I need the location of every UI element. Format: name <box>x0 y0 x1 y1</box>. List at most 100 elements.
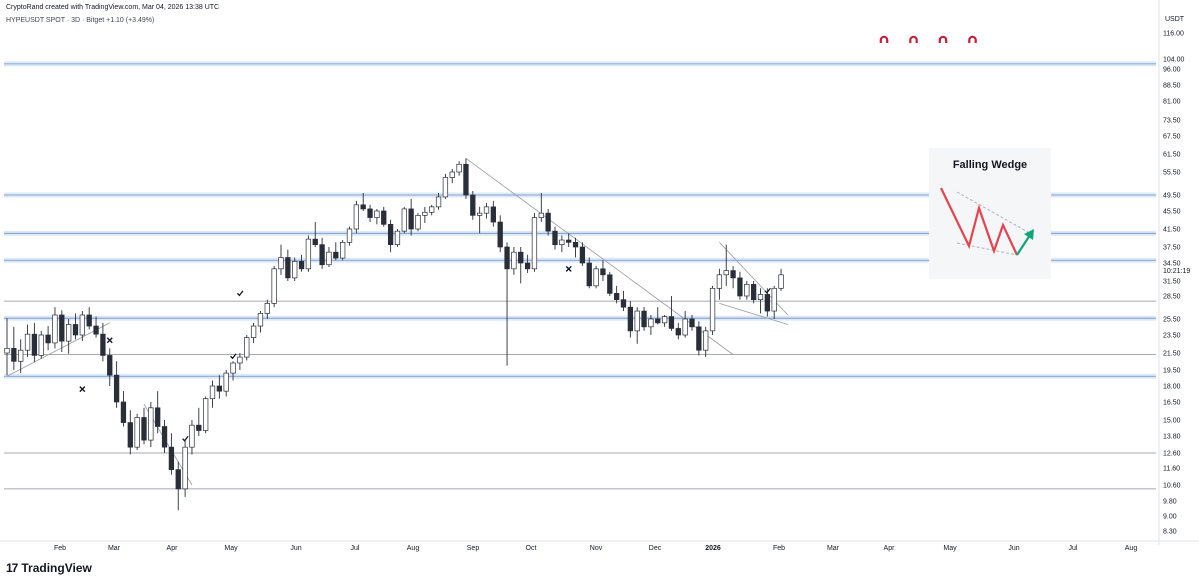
candle-body <box>709 287 716 332</box>
candle-body <box>586 262 592 287</box>
candle-body <box>38 334 44 356</box>
candle-body <box>326 251 332 266</box>
candle-body <box>524 262 531 270</box>
y-tick-label: 16.50 <box>1163 400 1181 407</box>
breakout-arrow-icon <box>1024 229 1034 240</box>
candle-body <box>401 208 407 232</box>
candle-body <box>161 426 168 448</box>
candle-body <box>100 333 106 356</box>
magnet-icon <box>938 35 948 43</box>
candle-body <box>744 284 750 297</box>
y-tick-label: 67.50 <box>1163 134 1181 141</box>
candle-body <box>682 318 688 336</box>
candle-body <box>497 221 503 248</box>
x-tick-label: Aug <box>407 545 420 552</box>
x-tick-label: May <box>943 545 957 552</box>
y-tick-label: 25.50 <box>1163 317 1181 324</box>
candle-body <box>641 310 647 328</box>
magnet-icon <box>909 35 918 43</box>
candle-body <box>442 177 449 198</box>
x-tick-label: May <box>224 545 238 552</box>
x-mark-icon <box>565 265 572 272</box>
candle-body <box>4 347 10 354</box>
candle-body <box>168 446 175 470</box>
tradingview-logo-text: TradingView <box>21 561 92 575</box>
candle-body <box>572 241 579 248</box>
candle-body <box>305 238 312 270</box>
x-mark-icon <box>106 337 113 344</box>
candle-body <box>490 206 496 223</box>
currency-label: USDT <box>1165 16 1185 23</box>
x-tick-label: Jul <box>1069 545 1078 552</box>
tradingview-logo[interactable]: 17 TradingView <box>6 561 92 575</box>
candle-body <box>415 214 421 230</box>
candle-body <box>730 270 736 279</box>
candle-body <box>237 356 243 364</box>
x-tick-label: Dec <box>649 545 662 552</box>
x-tick-label: Sep <box>467 545 480 552</box>
candle-body <box>723 270 729 276</box>
candle-body <box>422 211 428 216</box>
y-tick-label: 61.50 <box>1163 152 1181 159</box>
y-tick-label: 55.50 <box>1163 170 1181 177</box>
symbol-info: HYPEUSDT SPOT · 3D · Bitget +1.10 (+3.49… <box>6 17 155 24</box>
candle-body <box>113 374 120 403</box>
candle-body <box>298 260 305 270</box>
candle-body <box>292 260 298 279</box>
breakout-arrow-line <box>1016 234 1031 256</box>
y-tick-label: 13.80 <box>1163 434 1181 441</box>
candle-body <box>627 306 633 332</box>
y-tick-label: 34.50 <box>1163 261 1181 268</box>
candle-body <box>367 208 373 218</box>
y-tick-label: 116.00 <box>1163 31 1184 38</box>
candle-body <box>230 362 236 374</box>
y-tick-label: 8.30 <box>1163 529 1177 536</box>
candle-body <box>285 257 291 279</box>
chart-credit: CryptoRand created with TradingView.com,… <box>6 4 220 11</box>
candle-body <box>538 212 544 218</box>
candle-body <box>340 241 346 259</box>
candle-body <box>620 299 627 308</box>
candle-body <box>72 324 79 336</box>
x-tick-label: Oct <box>526 545 537 552</box>
y-tick-label: 104.00 <box>1163 57 1185 64</box>
candle-body <box>655 318 661 324</box>
x-tick-label: Apr <box>884 545 896 552</box>
falling-wedge-card: Falling Wedge <box>929 148 1051 279</box>
candle-body <box>716 274 723 289</box>
candle-body <box>381 210 387 225</box>
candle-body <box>778 274 784 289</box>
x-tick-label: Jun <box>1008 545 1019 552</box>
candle-body <box>216 385 223 392</box>
falling-wedge-diagram <box>940 187 1034 256</box>
candle-body <box>18 349 24 362</box>
candle-body <box>703 330 709 351</box>
y-tick-label: 21.50 <box>1163 351 1181 358</box>
x-tick-label: Mar <box>827 545 840 552</box>
trendline <box>719 242 789 316</box>
y-tick-label: 18.00 <box>1163 384 1181 391</box>
x-tick-label: Feb <box>54 545 66 552</box>
tradingview-logo-icon: 17 <box>6 561 18 575</box>
candle-body <box>11 347 17 362</box>
y-tick-label: 10.60 <box>1163 483 1181 490</box>
candle-body <box>31 333 38 356</box>
candle-body <box>250 325 257 338</box>
candle-body <box>65 324 72 342</box>
candle-body <box>346 228 353 243</box>
candle-body <box>648 318 654 328</box>
candle-body <box>387 223 394 245</box>
y-tick-label: 49.50 <box>1163 193 1181 200</box>
trendline <box>6 322 110 377</box>
candle-body <box>408 208 414 230</box>
candle-body <box>148 407 154 441</box>
candle-body <box>661 316 668 324</box>
candle-body <box>182 446 188 490</box>
candle-body <box>134 417 140 448</box>
y-tick-label: 9.00 <box>1163 514 1177 521</box>
wedge-price-path <box>940 187 1018 256</box>
candle-body <box>566 239 572 243</box>
y-tick-label: 28.50 <box>1163 294 1181 301</box>
candle-body <box>634 310 640 332</box>
